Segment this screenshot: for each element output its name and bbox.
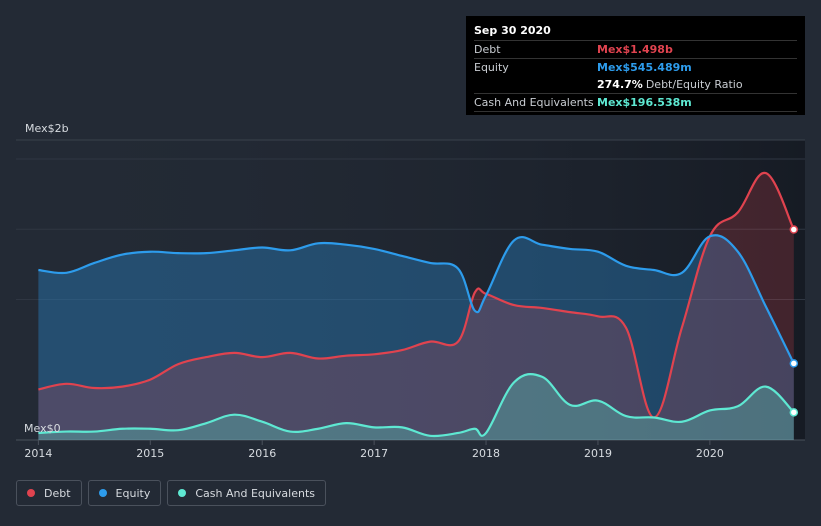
tooltip-row-ratio: 274.7% Debt/Equity Ratio [474, 76, 797, 93]
equity-line [38, 234, 795, 364]
y-axis-bottom-label: Mex$0 [24, 422, 61, 435]
x-tick-label: 2018 [472, 447, 500, 460]
tooltip: Sep 30 2020 Debt Mex$1.498b Equity Mex$5… [466, 16, 805, 115]
debt-line [38, 171, 795, 419]
equity-end-point [789, 359, 799, 368]
tooltip-date: Sep 30 2020 [474, 24, 551, 37]
tooltip-debt-value: Mex$1.498b [597, 43, 673, 56]
tooltip-equity-label: Equity [474, 61, 509, 74]
x-tick-label: 2014 [24, 447, 52, 460]
legend-dot-cash-icon [178, 489, 187, 497]
tooltip-ratio-label: Debt/Equity Ratio [645, 78, 743, 91]
debt-area [38, 172, 794, 440]
tooltip-cash-label: Cash And Equivalents [474, 96, 594, 109]
x-tick-label: 2017 [360, 447, 388, 460]
legend-dot-debt-icon [27, 489, 35, 497]
legend-item-debt[interactable]: Debt [16, 480, 82, 506]
tooltip-equity-value: Mex$545.489m [597, 61, 692, 74]
cash-and-equivalents-end-point [789, 408, 799, 417]
plot-background [16, 140, 805, 440]
tooltip-row-cash: Cash And Equivalents Mex$196.538m [474, 93, 797, 112]
tooltip-row-debt: Debt Mex$1.498b [474, 40, 797, 58]
cash-and-equivalents-line [38, 373, 795, 438]
y-axis-top-label: Mex$2b [25, 122, 69, 135]
legend-label-equity: Equity [115, 486, 151, 500]
legend-item-equity[interactable]: Equity [87, 480, 162, 506]
tooltip-debt-label: Debt [474, 43, 501, 56]
x-tick-label: 2015 [136, 447, 164, 460]
x-tick-label: 2016 [248, 447, 276, 460]
tooltip-cash-value: Mex$196.538m [597, 96, 692, 109]
legend-label-debt: Debt [44, 486, 71, 500]
legend-label-cash: Cash And Equivalents [195, 486, 315, 500]
legend-dot-equity-icon [98, 489, 107, 497]
x-tick-label: 2019 [584, 447, 612, 460]
cash-and-equivalents-area [38, 374, 794, 440]
legend-item-cash[interactable]: Cash And Equivalents [167, 480, 326, 506]
tooltip-ratio-value: 274.7% [597, 78, 643, 91]
debt-end-point [789, 225, 799, 234]
equity-area [38, 235, 794, 440]
x-tick-label: 2020 [696, 447, 724, 460]
tooltip-ratio-spacer [474, 76, 597, 93]
legend: Debt Equity Cash And Equivalents [16, 480, 326, 506]
tooltip-row-equity: Equity Mex$545.489m [474, 58, 797, 76]
